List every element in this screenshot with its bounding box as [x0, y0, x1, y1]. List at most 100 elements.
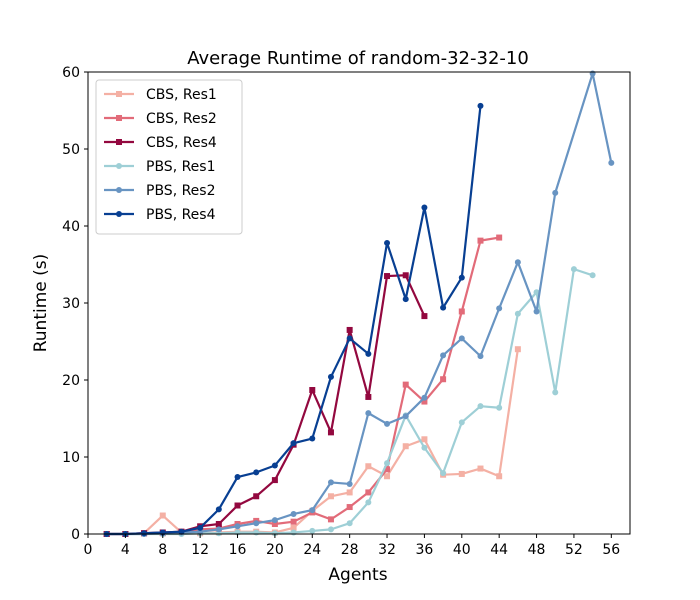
x-tick-label: 44: [490, 542, 508, 558]
data-point: [309, 435, 316, 442]
data-point: [346, 335, 353, 342]
legend-item: CBS, Res4: [104, 135, 217, 151]
data-point: [533, 289, 540, 296]
data-point: [421, 398, 428, 405]
data-point: [458, 274, 465, 281]
data-point: [421, 394, 428, 401]
data-point: [271, 517, 278, 524]
x-axis: 0 4 8 12 16 20 24 28 32 36 40 44 48 52 56: [84, 534, 620, 558]
y-tick-label: 30: [62, 296, 80, 312]
legend-label: CBS, Res1: [146, 87, 217, 103]
x-tick-label: 32: [378, 542, 396, 558]
legend-swatch-marker: [116, 91, 122, 97]
data-point: [271, 477, 278, 484]
data-point: [570, 266, 577, 273]
series-line: [106, 274, 426, 536]
legend-item: PBS, Res2: [104, 183, 216, 199]
x-tick-label: 20: [266, 542, 284, 558]
x-axis-label: Agents: [328, 565, 387, 585]
x-tick-label: 36: [415, 542, 433, 558]
data-point: [496, 234, 503, 241]
data-point: [271, 462, 278, 469]
data-point: [346, 520, 353, 527]
data-point: [346, 326, 353, 333]
legend-label: PBS, Res2: [146, 183, 216, 199]
data-point: [384, 239, 391, 246]
legend-label: PBS, Res1: [146, 159, 216, 175]
data-point: [253, 493, 260, 500]
data-point: [477, 403, 484, 410]
data-point: [197, 524, 204, 531]
data-point: [496, 305, 503, 312]
data-point: [253, 520, 260, 527]
data-point: [421, 436, 428, 443]
legend-item: CBS, Res1: [104, 87, 217, 103]
data-point: [327, 479, 334, 486]
data-point: [477, 237, 484, 244]
data-point: [514, 259, 521, 266]
data-point: [402, 381, 409, 388]
data-point: [290, 510, 297, 517]
data-point: [440, 352, 447, 359]
data-point: [365, 499, 372, 506]
legend-label: CBS, Res2: [146, 111, 217, 127]
x-tick-label: 48: [528, 542, 546, 558]
data-point: [215, 506, 222, 513]
data-point: [215, 520, 222, 527]
data-point: [365, 463, 372, 470]
data-point: [253, 529, 260, 536]
data-point: [346, 489, 353, 496]
data-point: [234, 474, 241, 481]
data-point: [440, 470, 447, 477]
data-point: [458, 419, 465, 426]
data-point: [402, 413, 409, 420]
data-point: [327, 526, 334, 533]
y-tick-label: 20: [62, 373, 80, 389]
data-point: [477, 353, 484, 360]
chart-title: Average Runtime of random-32-32-10: [187, 48, 529, 69]
legend-label: CBS, Res4: [146, 135, 217, 151]
data-point: [365, 410, 372, 417]
legend-swatch-marker: [116, 211, 122, 217]
data-point: [552, 389, 559, 396]
legend-item: CBS, Res2: [104, 111, 217, 127]
data-point: [327, 516, 334, 523]
data-point: [327, 373, 334, 380]
series-pbs-res1: [103, 266, 596, 537]
data-point: [514, 310, 521, 317]
x-tick-label: 8: [158, 542, 167, 558]
data-point: [384, 420, 391, 427]
data-point: [253, 469, 260, 476]
data-point: [327, 493, 334, 500]
legend-item: PBS, Res1: [104, 159, 216, 175]
x-tick-label: 52: [565, 542, 583, 558]
x-tick-label: 16: [229, 542, 247, 558]
data-point: [589, 70, 596, 77]
data-point: [402, 443, 409, 450]
data-point: [141, 530, 148, 537]
data-point: [514, 346, 521, 353]
data-point: [477, 465, 484, 472]
data-point: [346, 480, 353, 487]
legend: CBS, Res1 CBS, Res2 CBS, Res4 PBS, Res1 PBS,…: [95, 79, 243, 235]
data-point: [458, 470, 465, 477]
y-axis: 0 10 20 30 40 50 60: [62, 65, 88, 543]
data-point: [384, 466, 391, 473]
data-point: [458, 308, 465, 315]
data-point: [309, 387, 316, 394]
x-tick-label: 28: [341, 542, 359, 558]
y-tick-label: 40: [62, 219, 80, 235]
data-point: [552, 189, 559, 196]
x-tick-label: 56: [602, 542, 620, 558]
x-tick-label: 24: [303, 542, 321, 558]
data-point: [234, 523, 241, 530]
data-point: [384, 460, 391, 467]
data-point: [421, 444, 428, 451]
legend-swatch-marker: [116, 187, 122, 193]
series-line: [106, 349, 519, 536]
series-line: [106, 236, 500, 536]
x-tick-label: 12: [191, 542, 209, 558]
y-tick-label: 50: [62, 142, 80, 158]
series-cbs-res2: [103, 234, 503, 537]
data-point: [346, 504, 353, 511]
